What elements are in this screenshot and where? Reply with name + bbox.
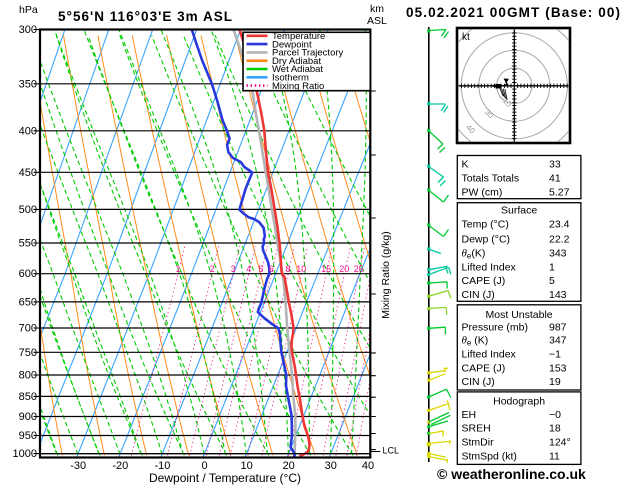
svg-text:400: 400 xyxy=(19,125,37,137)
svg-text:25: 25 xyxy=(354,264,364,274)
svg-text:Temperature: Temperature xyxy=(272,31,325,42)
svg-text:Lifted Index: Lifted Index xyxy=(462,348,517,360)
svg-text:Hodograph: Hodograph xyxy=(493,395,545,407)
svg-text:θe(K): θe(K) xyxy=(462,247,486,260)
svg-text:650: 650 xyxy=(19,296,37,308)
svg-text:CIN (J): CIN (J) xyxy=(462,289,495,301)
svg-text:18: 18 xyxy=(549,423,561,435)
svg-text:-30: -30 xyxy=(70,460,86,472)
svg-text:1: 1 xyxy=(549,261,555,273)
svg-text:8: 8 xyxy=(285,264,290,274)
svg-text:347: 347 xyxy=(549,335,567,347)
svg-text:Temp (°C): Temp (°C) xyxy=(462,219,509,231)
svg-text:22.2: 22.2 xyxy=(549,234,570,246)
svg-text:2: 2 xyxy=(210,264,215,274)
svg-text:3: 3 xyxy=(231,264,236,274)
svg-text:Mixing Ratio: Mixing Ratio xyxy=(272,81,324,92)
svg-text:987: 987 xyxy=(549,321,567,333)
svg-text:900: 900 xyxy=(19,411,37,423)
svg-text:Dry Adiabat: Dry Adiabat xyxy=(272,56,321,67)
svg-text:−1: −1 xyxy=(549,348,561,360)
svg-text:343: 343 xyxy=(549,247,567,259)
svg-text:hPa: hPa xyxy=(19,4,38,16)
svg-text:km: km xyxy=(370,3,384,15)
svg-text:20: 20 xyxy=(339,264,349,274)
svg-text:Pressure (mb): Pressure (mb) xyxy=(462,321,529,333)
svg-text:Surface: Surface xyxy=(501,204,537,216)
svg-text:450: 450 xyxy=(19,167,37,179)
svg-text:Dewpoint: Dewpoint xyxy=(272,39,312,50)
svg-text:StmDir: StmDir xyxy=(462,437,495,449)
svg-text:LCL: LCL xyxy=(383,446,400,456)
svg-text:SREH: SREH xyxy=(462,423,491,435)
svg-text:CIN (J): CIN (J) xyxy=(462,376,495,388)
svg-text:5.27: 5.27 xyxy=(549,187,570,199)
svg-text:Wet Adiabat: Wet Adiabat xyxy=(272,64,323,75)
svg-text:5: 5 xyxy=(549,275,555,287)
svg-text:950: 950 xyxy=(19,430,37,442)
svg-text:750: 750 xyxy=(19,347,37,359)
svg-text:10: 10 xyxy=(296,264,306,274)
svg-text:550: 550 xyxy=(19,238,37,250)
svg-text:4: 4 xyxy=(246,264,251,274)
svg-text:Lifted Index: Lifted Index xyxy=(462,261,517,273)
svg-text:41: 41 xyxy=(549,173,561,185)
svg-text:CAPE (J): CAPE (J) xyxy=(462,275,506,287)
svg-text:300: 300 xyxy=(19,24,37,36)
svg-text:-10: -10 xyxy=(154,460,170,472)
svg-text:θe (K): θe (K) xyxy=(462,335,489,348)
svg-text:Parcel Trajectory: Parcel Trajectory xyxy=(272,48,344,59)
svg-text:1: 1 xyxy=(175,264,180,274)
svg-text:850: 850 xyxy=(19,391,37,403)
svg-text:© weatheronline.co.uk: © weatheronline.co.uk xyxy=(437,466,586,482)
svg-text:5°56'N 116°03'E 3m ASL: 5°56'N 116°03'E 3m ASL xyxy=(58,9,232,24)
svg-text:10: 10 xyxy=(240,460,252,472)
svg-text:CAPE (J): CAPE (J) xyxy=(462,363,506,375)
svg-text:Most Unstable: Most Unstable xyxy=(486,309,553,321)
svg-text:Totals Totals: Totals Totals xyxy=(462,173,520,185)
svg-text:23.4: 23.4 xyxy=(549,219,570,231)
svg-text:ASL: ASL xyxy=(367,15,387,27)
svg-text:K: K xyxy=(462,159,469,171)
svg-text:6: 6 xyxy=(269,264,274,274)
svg-text:05.02.2021 00GMT (Base: 00): 05.02.2021 00GMT (Base: 00) xyxy=(406,5,620,20)
svg-text:40: 40 xyxy=(362,460,374,472)
svg-text:350: 350 xyxy=(19,78,37,90)
svg-text:33: 33 xyxy=(549,159,561,171)
svg-text:800: 800 xyxy=(19,370,37,382)
svg-text:124°: 124° xyxy=(549,437,571,449)
svg-text:11: 11 xyxy=(549,450,560,462)
svg-text:EH: EH xyxy=(462,409,477,421)
svg-text:600: 600 xyxy=(19,268,37,280)
svg-text:20: 20 xyxy=(283,460,295,472)
svg-text:Dewp (°C): Dewp (°C) xyxy=(462,234,511,246)
svg-text:15: 15 xyxy=(321,264,331,274)
svg-text:0: 0 xyxy=(201,460,207,472)
svg-text:−0: −0 xyxy=(549,409,561,421)
svg-text:5: 5 xyxy=(258,264,263,274)
svg-text:Mixing Ratio (g/kg): Mixing Ratio (g/kg) xyxy=(380,231,392,319)
svg-text:1000: 1000 xyxy=(13,448,37,460)
svg-text:143: 143 xyxy=(549,289,567,301)
svg-text:500: 500 xyxy=(19,204,37,216)
svg-text:-20: -20 xyxy=(112,460,128,472)
svg-text:Isotherm: Isotherm xyxy=(272,73,309,84)
svg-text:700: 700 xyxy=(19,323,37,335)
svg-text:StmSpd (kt): StmSpd (kt) xyxy=(462,450,517,462)
svg-text:30: 30 xyxy=(325,460,337,472)
svg-text:kt: kt xyxy=(462,32,470,43)
svg-text:PW (cm): PW (cm) xyxy=(462,187,503,199)
svg-text:153: 153 xyxy=(549,363,567,375)
svg-text:19: 19 xyxy=(549,376,561,388)
svg-text:Dewpoint / Temperature (°C): Dewpoint / Temperature (°C) xyxy=(149,471,301,485)
